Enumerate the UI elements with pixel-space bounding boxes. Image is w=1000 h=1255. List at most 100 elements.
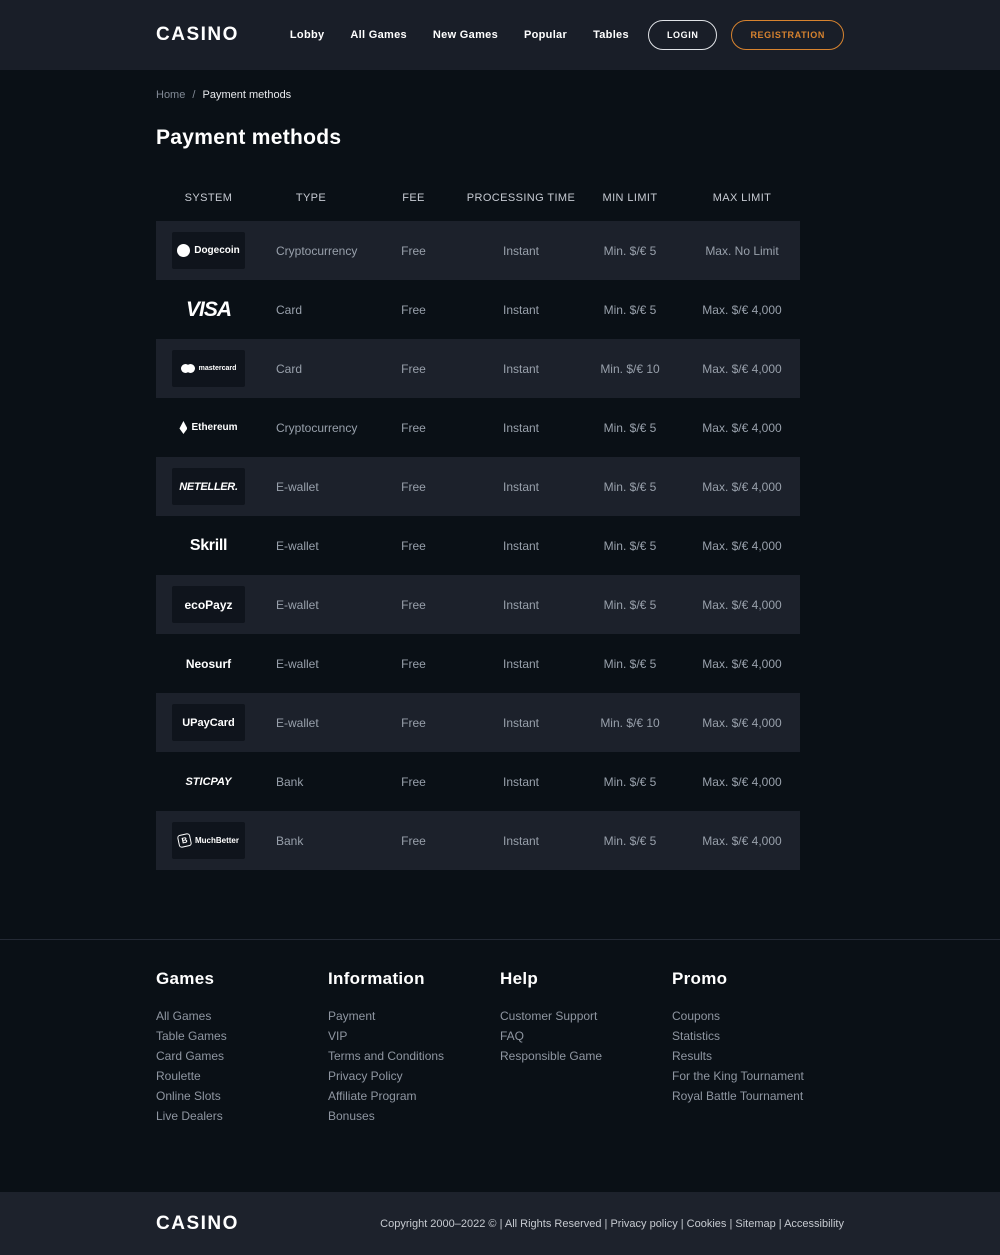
breadcrumb-separator: / [192, 89, 196, 101]
footer-link[interactable]: Table Games [156, 1029, 227, 1043]
footer-link[interactable]: Roulette [156, 1069, 201, 1083]
max-limit-cell: Max. $/€ 4,000 [702, 361, 782, 376]
max-limit-cell: Max. $/€ 4,000 [702, 420, 782, 435]
processing-time-cell: Instant [502, 715, 540, 730]
footer-column: Games All Games Table Games Card Games R… [156, 969, 328, 1131]
payment-system-logo: Dogecoin [172, 232, 245, 269]
max-limit-cell: Max. $/€ 4,000 [702, 538, 782, 553]
payment-system-logo: mastercard [172, 350, 245, 387]
min-limit-cell: Min. $/€ 5 [603, 833, 657, 848]
fee-cell: Free [401, 774, 426, 789]
type-cell: E-wallet [276, 656, 319, 671]
min-limit-cell: Min. $/€ 5 [603, 538, 657, 553]
max-limit-cell: Max. $/€ 4,000 [702, 597, 782, 612]
table-row: Skrill E-wallet Free Instant Min. $/€ 5 … [156, 516, 800, 575]
footer-column: Help Customer Support FAQ Responsible Ga… [500, 969, 672, 1131]
table-row: UPayCard E-wallet Free Instant Min. $/€ … [156, 693, 800, 752]
footer-column-title: Help [500, 969, 539, 988]
type-cell: E-wallet [276, 715, 319, 730]
breadcrumb-home-link[interactable]: Home [156, 89, 186, 101]
footer-link[interactable]: Royal Battle Tournament [672, 1089, 804, 1103]
table-row: STICPAY Bank Free Instant Min. $/€ 5 Max… [156, 752, 800, 811]
footer-link[interactable]: Card Games [156, 1049, 225, 1063]
footer-link[interactable]: Responsible Game [500, 1049, 603, 1063]
system-cell: STICPAY [156, 763, 261, 800]
footer-link[interactable]: Statistics [672, 1029, 721, 1043]
fee-cell: Free [401, 420, 426, 435]
fee-cell: Free [401, 479, 426, 494]
nav-item[interactable]: All Games [350, 29, 407, 41]
footer-link[interactable]: Live Dealers [156, 1109, 223, 1123]
column-header-type: TYPE [295, 192, 327, 204]
nav-item[interactable]: Tables [593, 29, 629, 41]
site-footer: Games All Games Table Games Card Games R… [0, 939, 1000, 1192]
casino-logo[interactable]: CASINO [156, 24, 239, 45]
max-limit-cell: Max. No Limit [705, 243, 779, 258]
footer-link[interactable]: Privacy Policy [328, 1069, 403, 1083]
table-row: NETELLER. E-wallet Free Instant Min. $/€… [156, 457, 800, 516]
main-nav: Lobby All Games New Games Popular Tables [290, 29, 629, 41]
column-header-fee: FEE [402, 192, 425, 204]
fee-cell: Free [401, 715, 426, 730]
type-cell: Card [276, 302, 303, 317]
nav-item[interactable]: New Games [432, 29, 498, 41]
table-row: Dogecoin Cryptocurrency Free Instant Min… [156, 221, 800, 280]
table-row: ecoPayz E-wallet Free Instant Min. $/€ 5… [156, 575, 800, 634]
footer-casino-logo[interactable]: CASINO [156, 1212, 239, 1234]
table-row: Ethereum Cryptocurrency Free Instant Min… [156, 398, 800, 457]
payment-methods-table: SYSTEM TYPE FEE PROCESSING TIME MIN LIMI… [156, 177, 800, 870]
footer-link[interactable]: Online Slots [156, 1089, 221, 1103]
system-cell: Ethereum [156, 409, 261, 446]
login-button[interactable]: LOGIN [647, 20, 718, 50]
fee-cell: Free [401, 361, 426, 376]
system-cell: MuchBetter [156, 822, 261, 859]
min-limit-cell: Min. $/€ 10 [600, 715, 660, 730]
breadcrumb-current: Payment methods [202, 89, 292, 101]
type-cell: Bank [276, 833, 304, 848]
nav-item[interactable]: Lobby [289, 29, 325, 41]
column-header-processing-time: PROCESSING TIME [466, 192, 576, 204]
system-cell: Dogecoin [156, 232, 261, 269]
type-cell: E-wallet [276, 479, 319, 494]
footer-link[interactable]: VIP [328, 1029, 348, 1043]
system-cell: ecoPayz [156, 586, 261, 623]
table-row: Neosurf E-wallet Free Instant Min. $/€ 5… [156, 634, 800, 693]
system-cell: Neosurf [156, 645, 261, 682]
footer-link[interactable]: Terms and Conditions [328, 1049, 445, 1063]
site-header: CASINO Lobby All Games New Games Popular… [0, 0, 1000, 70]
registration-button[interactable]: REGISTRATION [731, 20, 844, 50]
footer-link[interactable]: Coupons [672, 1009, 721, 1023]
max-limit-cell: Max. $/€ 4,000 [702, 833, 782, 848]
footer-link[interactable]: Bonuses [328, 1109, 375, 1123]
footer-column-title: Promo [672, 969, 728, 988]
footer-column-title: Games [156, 969, 215, 988]
processing-time-cell: Instant [502, 597, 540, 612]
processing-time-cell: Instant [502, 656, 540, 671]
payment-system-logo: MuchBetter [172, 822, 245, 859]
max-limit-cell: Max. $/€ 4,000 [702, 774, 782, 789]
min-limit-cell: Min. $/€ 5 [603, 243, 657, 258]
processing-time-cell: Instant [502, 243, 540, 258]
footer-column: Information Payment VIP Terms and Condit… [328, 969, 500, 1131]
footer-link[interactable]: All Games [156, 1009, 212, 1023]
table-row: mastercard Card Free Instant Min. $/€ 10… [156, 339, 800, 398]
system-cell: Skrill [156, 527, 261, 564]
copyright-text: Copyright 2000–2022 © | All Rights Reser… [380, 1217, 844, 1230]
footer-link[interactable]: For the King Tournament [672, 1069, 804, 1083]
main-content: Home / Payment methods Payment methods S… [0, 89, 1000, 870]
column-header-max-limit: MAX LIMIT [712, 192, 772, 204]
nav-item[interactable]: Popular [524, 29, 568, 41]
footer-link[interactable]: Payment [328, 1009, 376, 1023]
footer-link[interactable]: FAQ [500, 1029, 525, 1043]
fee-cell: Free [401, 597, 426, 612]
footer-link[interactable]: Results [672, 1049, 713, 1063]
payment-system-logo: ecoPayz [172, 586, 245, 623]
type-cell: Cryptocurrency [276, 243, 358, 258]
max-limit-cell: Max. $/€ 4,000 [702, 302, 782, 317]
fee-cell: Free [401, 243, 426, 258]
footer-link[interactable]: Customer Support [500, 1009, 598, 1023]
footer-link[interactable]: Affiliate Program [328, 1089, 417, 1103]
payment-system-logo: Skrill [189, 536, 228, 554]
header-actions: LOGIN REGISTRATION [647, 20, 844, 50]
fee-cell: Free [401, 833, 426, 848]
